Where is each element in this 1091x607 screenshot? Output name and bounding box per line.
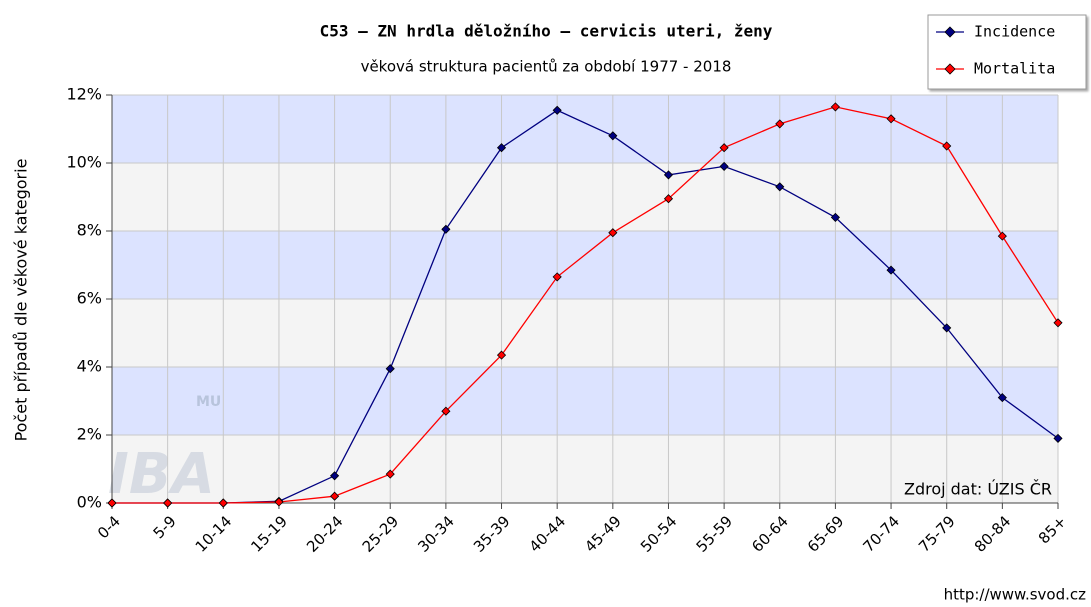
legend-label: Mortalita (974, 60, 1055, 78)
marker (608, 228, 618, 238)
chart-title: C53 – ZN hrdla děložního – cervicis uter… (320, 22, 773, 41)
marker (552, 272, 562, 282)
marker (997, 393, 1007, 403)
marker (552, 105, 562, 115)
marker (997, 231, 1007, 241)
marker (886, 114, 896, 124)
x-tick-label: 5-9 (150, 512, 180, 542)
band (112, 367, 1058, 435)
url: http://www.svod.cz (944, 586, 1087, 604)
x-tick-label: 85+ (1035, 512, 1070, 547)
x-tick-label: 35-39 (470, 512, 514, 556)
x-tick-label: 70-74 (860, 512, 904, 556)
band (112, 231, 1058, 299)
y-axis-label: Počet případů dle věkové kategorie (12, 159, 31, 442)
legend-marker (944, 63, 956, 75)
marker (163, 498, 173, 508)
marker (663, 170, 674, 180)
marker (385, 469, 395, 479)
legend-label: Incidence (974, 23, 1055, 41)
marker (942, 141, 952, 151)
marker (830, 102, 840, 112)
watermark: IBA (108, 442, 215, 507)
marker (1053, 433, 1063, 443)
marker (218, 498, 228, 508)
y-tick-label: 10% (66, 153, 102, 172)
x-tick-label: 50-54 (637, 512, 681, 556)
chart-subtitle: věková struktura pacientů za období 1977… (361, 58, 732, 76)
x-tick-label: 65-69 (804, 512, 848, 556)
band (112, 299, 1058, 367)
marker (830, 212, 840, 222)
marker (719, 161, 729, 171)
marker (107, 498, 117, 508)
x-tick-label: 60-64 (748, 512, 792, 556)
marker (608, 131, 618, 141)
marker (330, 491, 340, 501)
y-tick-label: 6% (77, 289, 102, 308)
watermark: MU (196, 394, 221, 410)
marker (385, 364, 395, 374)
x-tick-label: 10-14 (192, 512, 236, 556)
x-tick-label: 0-4 (94, 512, 124, 542)
x-tick-label: 40-44 (526, 512, 570, 556)
marker (775, 182, 785, 192)
y-tick-label: 0% (77, 493, 102, 512)
x-tick-label: 45-49 (581, 512, 625, 556)
source: Zdroj dat: ÚZIS ČR (904, 480, 1052, 499)
marker (441, 406, 451, 416)
marker (496, 143, 507, 153)
legend: Incidence Mortalita (927, 14, 1087, 90)
x-tick-label: 75-79 (915, 512, 959, 556)
legend-marker (944, 26, 956, 38)
band (112, 95, 1058, 163)
marker (330, 471, 340, 481)
marker (663, 194, 674, 204)
series-line (112, 106, 1059, 504)
x-tick-label: 15-19 (247, 512, 291, 556)
y-tick-label: 4% (77, 357, 102, 376)
marker (441, 224, 451, 234)
band (112, 435, 1058, 503)
marker (274, 497, 284, 507)
x-tick-label: 20-24 (303, 512, 347, 556)
marker (942, 323, 952, 333)
legend-box (927, 14, 1087, 90)
plot-area: MU IBA (108, 94, 1059, 507)
x-tick-label: 30-34 (414, 512, 458, 556)
band (112, 163, 1058, 231)
x-tick-label: 25-29 (359, 512, 403, 556)
x-tick-label: 55-59 (693, 512, 737, 556)
y-tick-label: 8% (77, 221, 102, 240)
x-tick-label: 80-84 (971, 512, 1015, 556)
marker (496, 350, 507, 360)
marker (775, 119, 785, 129)
y-tick-label: 2% (77, 425, 102, 444)
marker (886, 265, 896, 275)
marker (719, 143, 729, 153)
y-tick-label: 12% (66, 85, 102, 104)
marker (1053, 318, 1063, 328)
